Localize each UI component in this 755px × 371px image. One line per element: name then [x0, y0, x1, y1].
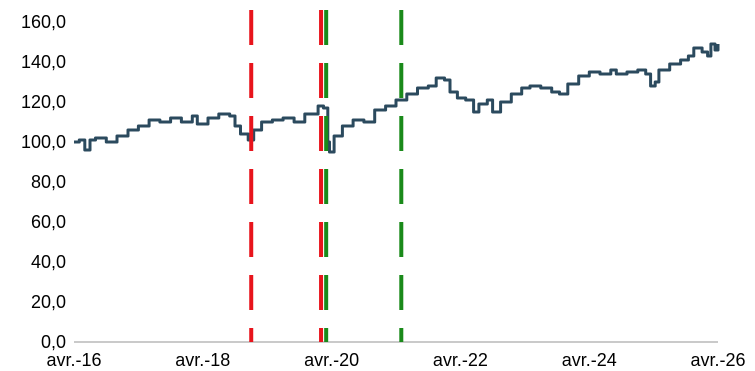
y-tick-label: 100,0 — [21, 132, 66, 152]
series-line — [74, 42, 720, 154]
x-tick-label: avr.-16 — [46, 350, 101, 370]
y-tick-label: 160,0 — [21, 12, 66, 32]
x-tick-label: avr.-24 — [562, 350, 617, 370]
x-axis: avr.-16 avr.-18 avr.-20 avr.-22 avr.-24 avr.-… — [46, 341, 746, 370]
y-tick-label: 40,0 — [31, 252, 66, 272]
x-tick-label: avr.-20 — [304, 350, 359, 370]
y-tick-label: 140,0 — [21, 52, 66, 72]
y-tick-label: 60,0 — [31, 212, 66, 232]
series-layer — [74, 42, 720, 154]
x-tick-label: avr.-26 — [690, 350, 745, 370]
y-tick-label: 0,0 — [41, 332, 66, 352]
y-tick-label: 80,0 — [31, 172, 66, 192]
y-tick-label: 120,0 — [21, 92, 66, 112]
y-tick-label: 20,0 — [31, 292, 66, 312]
x-tick-label: avr.-18 — [175, 350, 230, 370]
y-axis: 0,0 20,0 40,0 60,0 80,0 100,0 120,0 140,0 160,0 — [21, 12, 66, 352]
vertical-lines — [249, 10, 404, 342]
x-tick-label: avr.-22 — [433, 350, 488, 370]
